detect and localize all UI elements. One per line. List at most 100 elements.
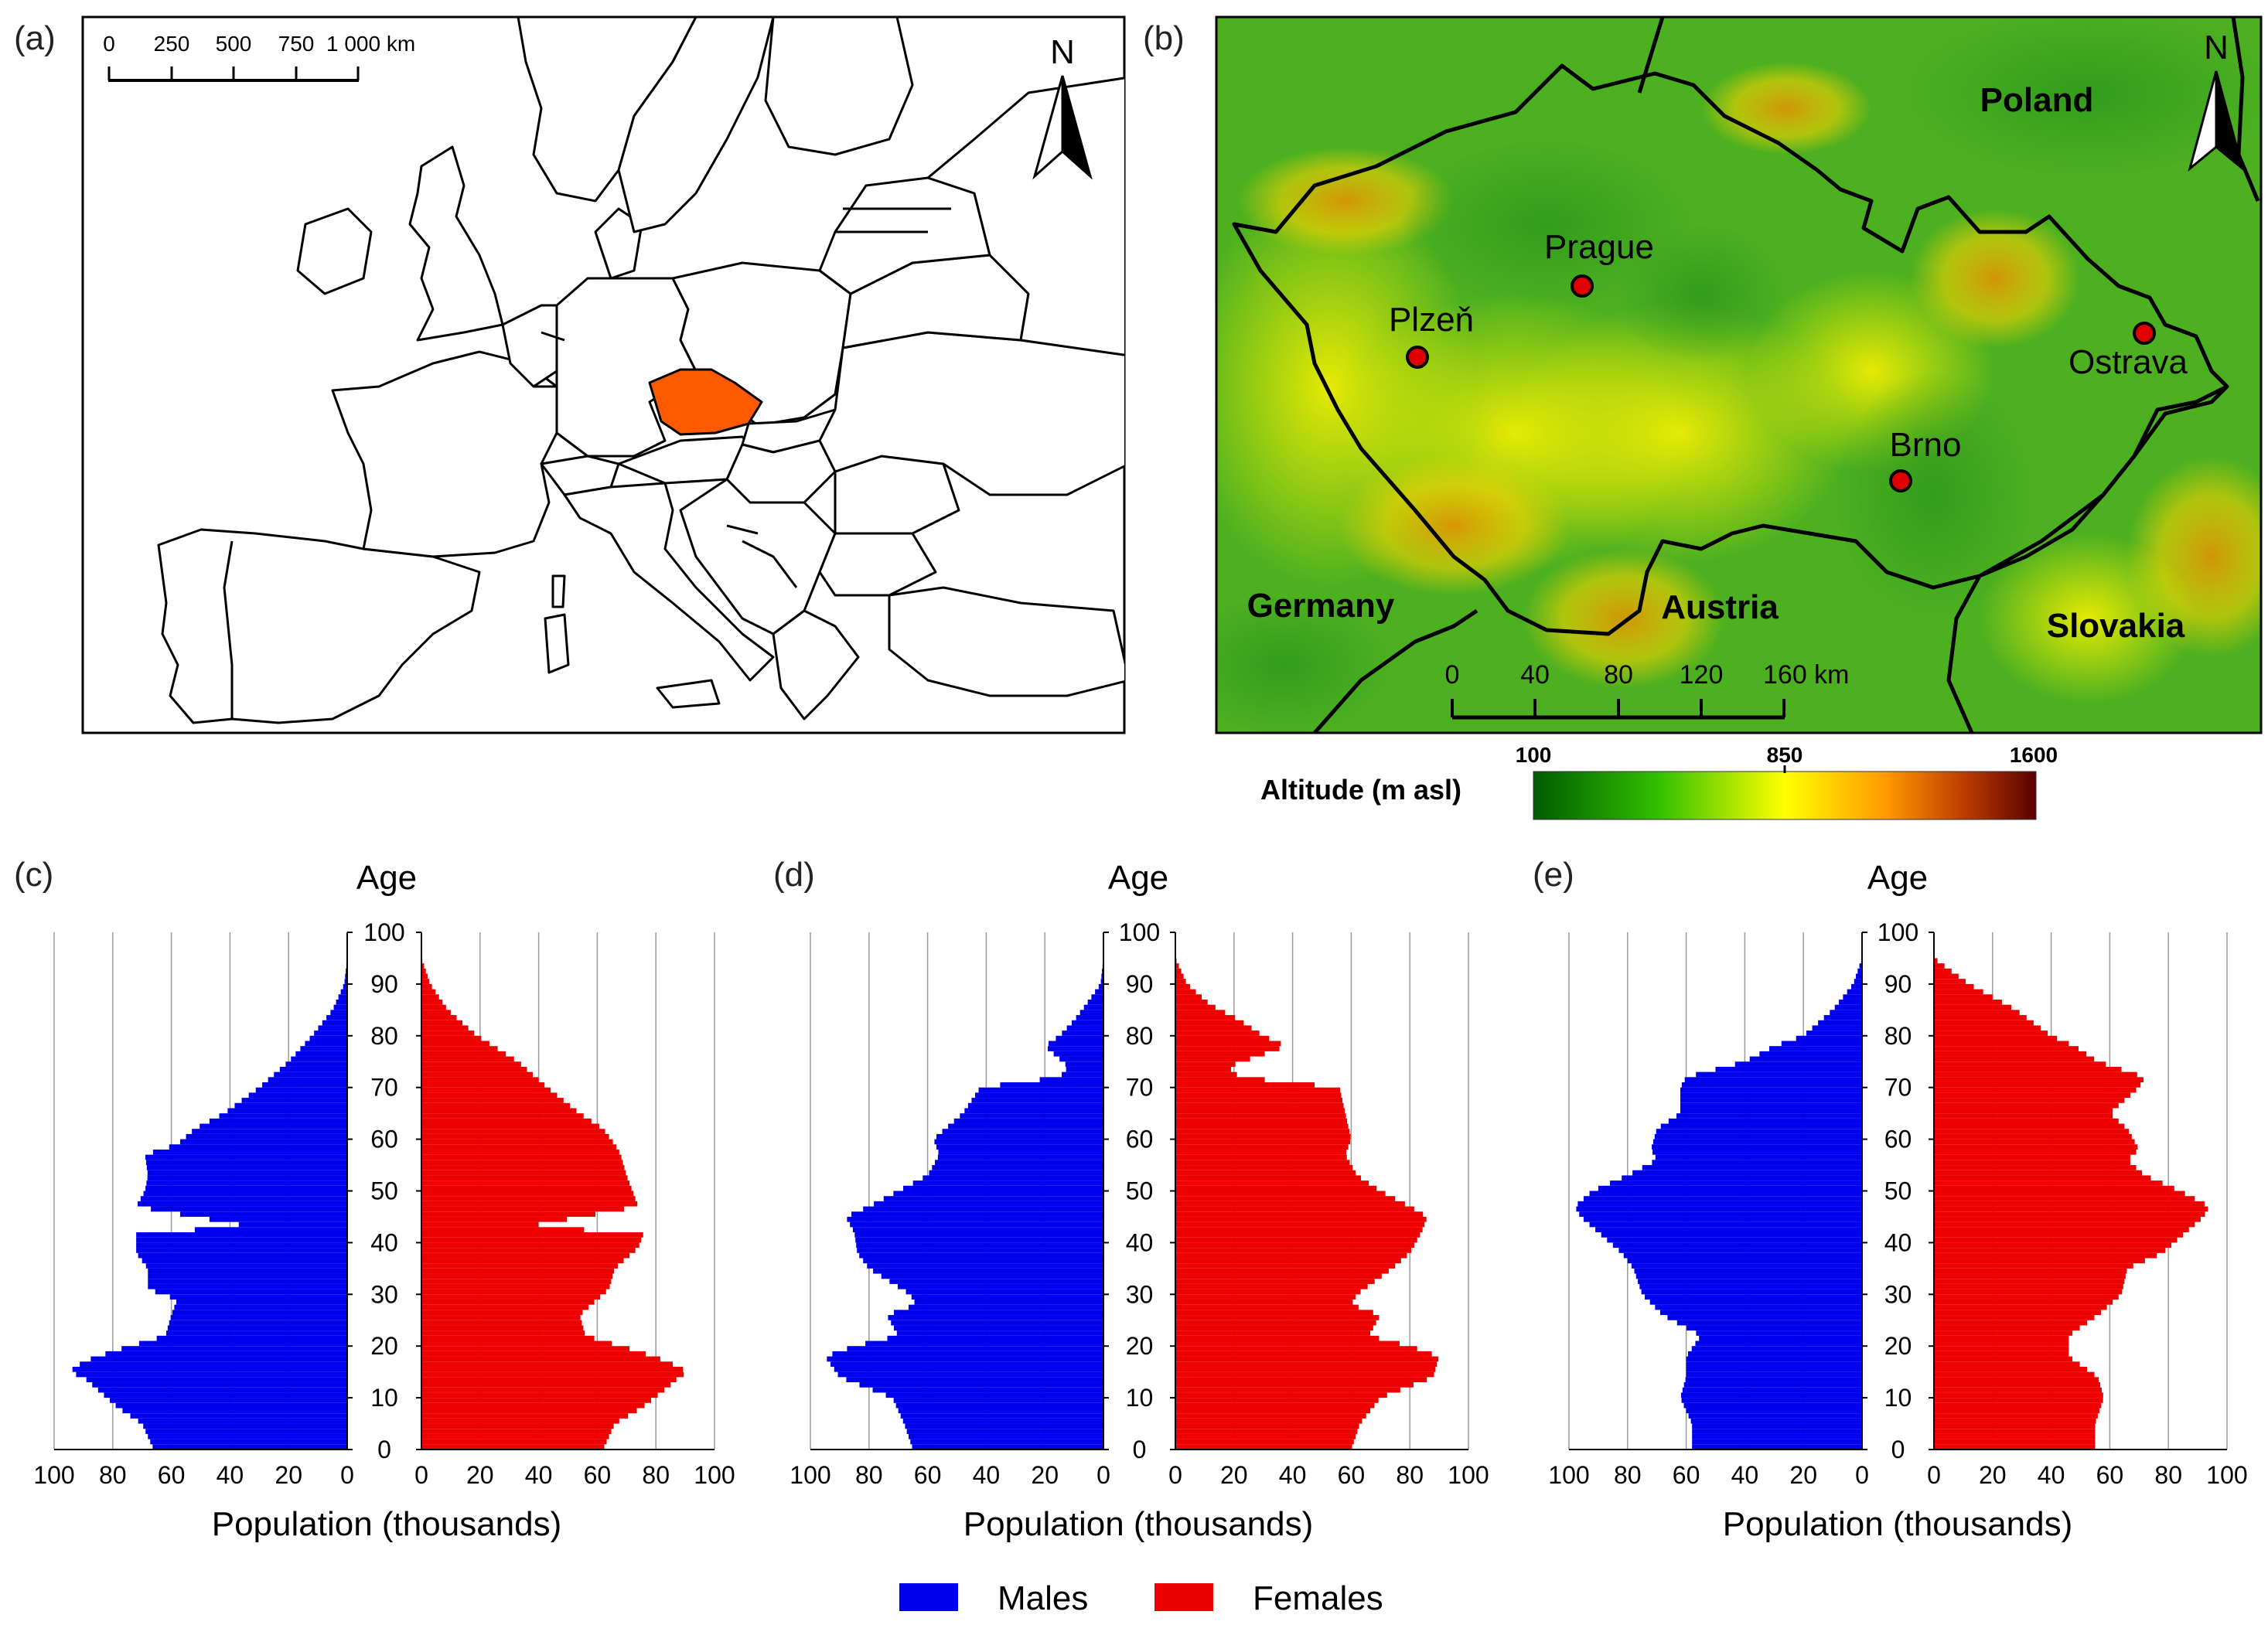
female-bar <box>1175 1123 1349 1129</box>
male-bar <box>1854 979 1862 984</box>
male-bar <box>865 1341 1103 1347</box>
x-tick-label: 0 <box>1168 1461 1182 1489</box>
female-bar <box>1934 1160 2130 1166</box>
male-bar <box>1768 1046 1862 1051</box>
female-bar <box>1934 1413 2098 1419</box>
male-bar <box>90 1356 347 1362</box>
female-bar <box>1175 1071 1237 1078</box>
male-bar <box>847 1346 1103 1351</box>
austria-germany-border <box>1313 608 1478 734</box>
age-tick-label: 50 <box>1126 1177 1154 1205</box>
male-bar <box>830 1361 1103 1367</box>
male-bar <box>923 1175 1103 1181</box>
male-bar <box>291 1056 347 1062</box>
male-bar <box>1652 1139 1862 1145</box>
male-bar <box>854 1232 1103 1238</box>
x-tick-label: 0 <box>1927 1461 1941 1489</box>
male-bar <box>86 1377 347 1383</box>
country-iberia <box>157 528 481 724</box>
female-bar <box>1934 1304 2107 1310</box>
female-bar <box>1175 983 1190 990</box>
male-bar <box>912 1180 1103 1186</box>
age-tick-label: 20 <box>370 1332 398 1360</box>
male-bar <box>1680 1087 1862 1093</box>
male-bar <box>902 1418 1103 1424</box>
age-tick-label: 30 <box>1126 1280 1154 1308</box>
male-bar <box>150 1439 347 1445</box>
pyramid-panel-c: (c) Age Population (thousands) 0 10 20 30 40… <box>14 856 735 1543</box>
female-bar <box>1175 1118 1348 1124</box>
country-great-britain <box>408 145 504 342</box>
male-bar <box>911 1294 1103 1300</box>
female-bar <box>1934 1015 2027 1020</box>
female-bar <box>421 1061 521 1067</box>
female-bar <box>1175 1077 1265 1083</box>
male-bar <box>142 1258 347 1264</box>
male-bar <box>1039 1077 1103 1083</box>
male-bar <box>333 1004 347 1010</box>
x-tick-label: 0 <box>340 1461 354 1489</box>
female-bar <box>1934 1320 2088 1326</box>
male-bar <box>241 1098 347 1103</box>
female-bar <box>421 1201 638 1207</box>
female-bar <box>1934 1433 2096 1439</box>
female-bar <box>1175 1371 1434 1378</box>
female-bar <box>1934 1035 2058 1041</box>
age-tick-label: 80 <box>1126 1022 1154 1050</box>
male-bars <box>827 958 1103 1450</box>
x-tick-label: 20 <box>1031 1461 1059 1489</box>
female-bar <box>1175 1160 1350 1166</box>
female-bar <box>1175 1196 1396 1201</box>
male-bar <box>974 1092 1103 1099</box>
male-bar <box>908 1433 1103 1439</box>
male-bar <box>209 1118 347 1124</box>
female-bar <box>1175 1165 1353 1170</box>
female-bar <box>1175 1031 1260 1036</box>
female-bar <box>1934 1092 2130 1099</box>
male-bar <box>964 1108 1103 1114</box>
female-bar <box>1175 1139 1351 1145</box>
female-bar <box>1175 1180 1369 1186</box>
map-a-scale-bar: 0 250 500 750 1 000 km <box>103 32 415 82</box>
age-tick-label: 100 <box>363 918 404 946</box>
male-bar <box>1680 1102 1862 1109</box>
male-bar <box>948 1123 1103 1129</box>
male-bar <box>857 1248 1103 1253</box>
city-label: Plzeň <box>1389 301 1474 339</box>
female-bar <box>1175 1092 1342 1099</box>
male-bar <box>1589 1191 1862 1197</box>
female-bar <box>1934 1118 2119 1124</box>
x-tick-label: 100 <box>1448 1461 1489 1489</box>
female-bar <box>1175 1004 1216 1010</box>
scale-b-tick: 160 km <box>1763 660 1850 690</box>
male-bar <box>179 1211 347 1217</box>
city-label: Brno <box>1890 426 1962 464</box>
male-bar <box>1667 1315 1862 1320</box>
female-bar <box>1175 1429 1358 1434</box>
female-bar <box>1934 1346 2069 1351</box>
female-bar <box>1175 1221 1425 1228</box>
female-bar <box>1934 1387 2102 1393</box>
female-bar <box>421 1020 463 1026</box>
female-bar <box>421 989 436 995</box>
female-bar <box>1934 1149 2137 1155</box>
male-bar <box>262 1082 347 1088</box>
male-bar <box>148 1268 347 1274</box>
female-bar <box>421 1041 489 1047</box>
city-brno: Brno <box>1889 426 1962 492</box>
male-bar <box>1859 963 1862 969</box>
scale-b-tick: 40 <box>1520 660 1550 690</box>
female-bar <box>1175 1020 1244 1026</box>
male-bar <box>179 1139 347 1145</box>
male-bar <box>92 1382 348 1388</box>
female-bar <box>1934 1020 2034 1026</box>
male-bar <box>336 999 347 1005</box>
female-bar <box>1175 1232 1420 1238</box>
female-bar <box>1175 1066 1232 1072</box>
male-bar <box>156 1335 347 1341</box>
female-bar <box>1175 1248 1412 1253</box>
country-czechia-highlight <box>648 368 763 436</box>
female-bar <box>1934 1279 2125 1284</box>
x-tick-label: 100 <box>790 1461 830 1489</box>
male-bar <box>136 1237 347 1243</box>
